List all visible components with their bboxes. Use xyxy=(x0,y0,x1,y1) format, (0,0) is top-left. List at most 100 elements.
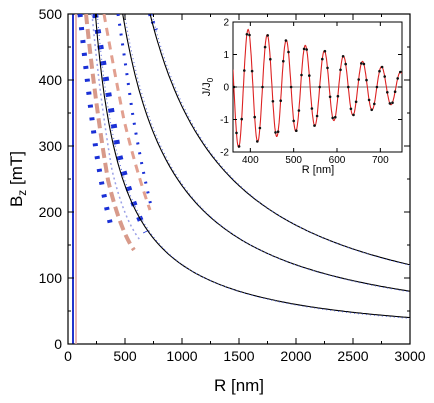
x-tick-label: 3000 xyxy=(394,348,425,364)
y-axis-title-unit: [mT] xyxy=(7,151,26,190)
inset-axis-ticks: 400 500 600 700 -2 -1 0 1 2 xyxy=(220,18,402,166)
inset-y-tick-label: 2 xyxy=(223,18,229,29)
inset-data-point xyxy=(399,70,402,74)
inset-data-point xyxy=(383,75,387,78)
inset-x-tick-label: 400 xyxy=(242,155,259,166)
inset-data-point xyxy=(295,129,298,132)
inset-data-point xyxy=(347,85,350,89)
inset-data-point xyxy=(339,68,342,72)
inset-data-point xyxy=(373,102,376,106)
inset-x-tick-label: 600 xyxy=(329,155,346,166)
inset-data-point xyxy=(386,91,389,94)
inset-data-point xyxy=(250,69,254,73)
inset-y-tick-label: -1 xyxy=(220,115,229,126)
main-series-dots-2 xyxy=(124,14,410,293)
inset-data-point xyxy=(289,85,293,89)
inset-data-point xyxy=(391,101,394,104)
inset-data-point xyxy=(321,57,324,61)
inset-data-point xyxy=(243,69,246,72)
inset-data-point xyxy=(354,100,358,104)
inset-data-point xyxy=(274,131,277,134)
inset-data-point xyxy=(370,108,374,112)
y-tick-label: 100 xyxy=(39,270,63,286)
inset-data-point xyxy=(305,48,309,51)
y-axis-title-base: B xyxy=(7,196,26,207)
inset-data-point xyxy=(396,77,400,80)
inset-y-axis-title-subscript: 0 xyxy=(206,77,215,82)
inset-data-point xyxy=(375,85,379,89)
inset-data-point xyxy=(334,115,337,119)
y-tick-label: 500 xyxy=(39,6,63,22)
inset-data-point xyxy=(352,113,355,117)
x-tick-label: 0 xyxy=(64,348,72,364)
x-axis-title: R [nm] xyxy=(214,376,264,395)
inset-x-tick-label: 700 xyxy=(372,155,389,166)
inset-data-point xyxy=(282,59,285,63)
x-tick-label: 500 xyxy=(113,348,137,364)
inset-data-point xyxy=(336,94,340,98)
inset-data-point xyxy=(300,73,303,77)
inset-data-point xyxy=(315,114,319,118)
inset-y-axis-title-base: J/J xyxy=(201,82,213,96)
inset-data-point xyxy=(331,116,335,120)
main-series-line-3 xyxy=(149,14,410,266)
y-axis-title: Bz [mT] xyxy=(7,151,29,207)
inset-x-axis-title: R [nm] xyxy=(302,164,334,176)
inset-data-point xyxy=(271,100,275,103)
main-series-line-2 xyxy=(122,14,410,292)
inset-y-axis-title: J/J0 xyxy=(201,77,215,96)
inset-data-point xyxy=(310,107,314,110)
inset-data-point xyxy=(237,145,241,148)
inset-data-point xyxy=(263,45,267,49)
low-r-oscillation-region xyxy=(72,14,158,344)
inset-data-point xyxy=(323,49,327,53)
inset-data-point xyxy=(240,117,243,121)
inset-data-point xyxy=(302,47,306,51)
y-tick-label: 200 xyxy=(39,204,63,220)
inset-y-tick-label: -2 xyxy=(220,148,229,159)
inset-data-point xyxy=(378,69,381,73)
main-series-group xyxy=(94,14,410,319)
inset-data-point xyxy=(380,65,384,69)
inset-data-point xyxy=(365,78,368,82)
inset-data-point xyxy=(367,98,371,102)
inset-data-point xyxy=(357,78,361,81)
inset-data-point xyxy=(297,109,301,112)
x-tick-label: 1500 xyxy=(223,348,254,364)
inset-fit-line xyxy=(233,28,402,149)
inset-data-point xyxy=(235,131,238,135)
inset-data-point xyxy=(393,90,397,93)
inset-data-point xyxy=(253,115,256,119)
inset-data-point xyxy=(266,34,270,37)
inset-y-tick-label: 1 xyxy=(223,50,229,61)
inset-data-point xyxy=(255,140,259,143)
inset-data-point xyxy=(328,95,332,99)
inset-x-tick-label: 500 xyxy=(285,155,302,166)
inset-data-point xyxy=(279,99,283,102)
inset-data-point xyxy=(245,33,249,36)
inset-data-point xyxy=(388,102,392,105)
inset-data-point xyxy=(258,126,262,130)
inset-data-point xyxy=(360,62,363,65)
y-tick-label: 400 xyxy=(39,72,63,88)
x-tick-label: 1000 xyxy=(166,348,197,364)
inset-data-point xyxy=(292,119,296,123)
inset-data-point xyxy=(276,130,280,133)
inset-data-point xyxy=(318,85,322,89)
inset-data-point xyxy=(341,55,345,58)
inset-data-point xyxy=(313,124,316,127)
y-tick-label: 0 xyxy=(54,336,62,352)
inset-data-point xyxy=(261,85,264,89)
y-axis-title-subscript: z xyxy=(15,190,29,196)
inset-y-tick-label: 0 xyxy=(223,83,229,94)
inset-data-point xyxy=(349,107,353,111)
inset-data-point xyxy=(326,66,329,70)
inset-data-point xyxy=(248,33,251,37)
inset-data-point xyxy=(344,62,348,66)
x-tick-label: 2000 xyxy=(280,348,311,364)
inset-data-point xyxy=(269,57,272,61)
x-tick-label: 2500 xyxy=(337,348,368,364)
inset-data-point xyxy=(308,74,311,77)
